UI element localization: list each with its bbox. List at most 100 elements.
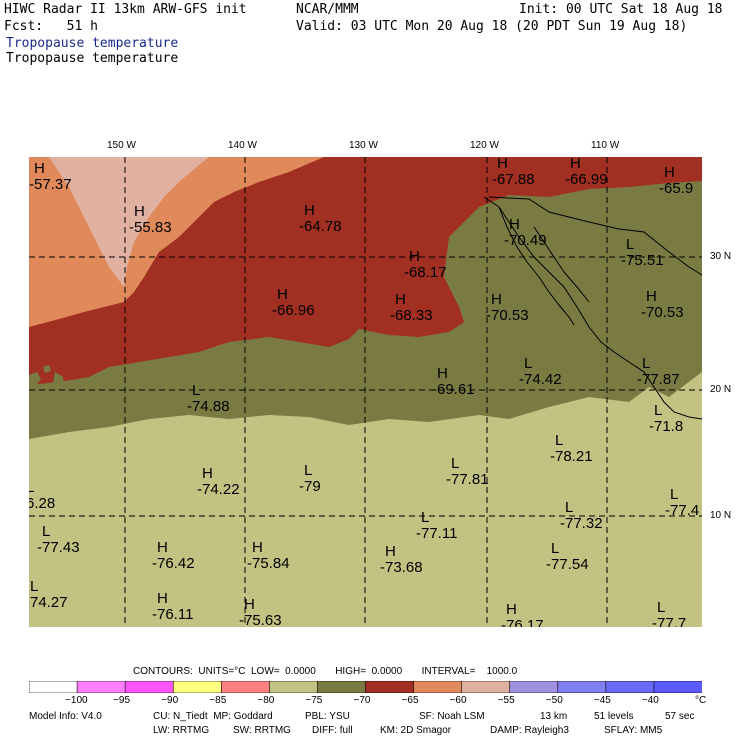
field-title-primary: Tropopause temperature xyxy=(6,36,179,51)
colorbar-tick-label: −85 xyxy=(209,695,227,706)
lon-label-150w: 150 W xyxy=(107,140,136,151)
init-time: Init: 00 UTC Sat 18 Aug 18 xyxy=(519,2,723,17)
extremum-kind: H xyxy=(395,291,406,308)
colorbar-swatch xyxy=(124,681,175,693)
valid-time: Valid: 03 UTC Mon 20 Aug 18 (20 PDT Sun … xyxy=(296,19,688,34)
extremum-value: -66.96 xyxy=(272,302,315,319)
colorbar-swatch xyxy=(509,681,559,693)
extremum-value: -77.43 xyxy=(37,539,80,556)
colorbar-swatch xyxy=(269,681,319,693)
extremum-high: H-67.88 xyxy=(492,157,535,188)
extremum-value: -75.51 xyxy=(621,252,664,269)
extremum-low: L-74.27 xyxy=(29,578,68,611)
lon-label-110w: 110 W xyxy=(591,140,620,151)
extremum-value: -75.63 xyxy=(239,612,282,627)
extremum-kind: L xyxy=(565,499,573,516)
extremum-high: H-75.63 xyxy=(239,596,282,627)
colorbar-tick-label: −80 xyxy=(257,695,275,706)
physics-sf: SF: Noah LSM xyxy=(419,711,485,722)
extremum-kind: H xyxy=(664,164,675,181)
hawaii-islands xyxy=(29,365,65,393)
extremum-kind: L xyxy=(30,578,38,595)
colorbar-swatch xyxy=(172,681,223,693)
lon-label-130w: 130 W xyxy=(349,140,378,151)
extremum-kind: L xyxy=(654,402,662,419)
extremum-value: -74.88 xyxy=(187,398,230,415)
extremum-value: -77.4 xyxy=(665,502,699,519)
extremum-high: H-57.37 xyxy=(29,160,72,193)
damping: DAMP: Rayleigh3 xyxy=(490,725,569,736)
org-label: NCAR/MMM xyxy=(296,2,359,17)
extrema-labels: H-57.37H-55.83H-64.78H-67.88H-66.99 H-65.… xyxy=(29,157,699,627)
extremum-value: -6.28 xyxy=(29,495,55,512)
extremum-value: -76.11 xyxy=(152,606,193,623)
extremum-high: H-66.96 xyxy=(272,286,315,319)
extremum-value: -74.42 xyxy=(519,371,562,388)
extremum-kind: L xyxy=(42,523,50,540)
extremum-kind: H xyxy=(157,590,168,607)
extremum-value: -77.32 xyxy=(560,515,603,532)
extremum-kind: L xyxy=(551,540,559,557)
extremum-kind: L xyxy=(657,599,665,616)
colorbar-tick-label: −90 xyxy=(161,695,179,706)
extremum-value: -77.7 xyxy=(652,615,686,627)
colorbar-tick-label: −60 xyxy=(449,695,467,706)
colorbar-tick-label: −75 xyxy=(305,695,323,706)
extremum-kind: H xyxy=(506,601,517,618)
physics-pbl: PBL: YSU xyxy=(305,711,350,722)
colorbar-swatch xyxy=(365,681,415,693)
extremum-kind: H xyxy=(570,157,581,172)
extremum-kind: H xyxy=(252,539,263,556)
extremum-kind: H xyxy=(304,202,315,219)
extremum-low: L-77.7 xyxy=(652,599,686,627)
extremum-high: H-66.99 xyxy=(565,157,608,188)
extremum-low: L-77.11 xyxy=(416,509,457,542)
extremum-value: -65.9 xyxy=(659,180,693,197)
extremum-kind: L xyxy=(670,486,678,503)
colorbar-swatch xyxy=(461,681,511,693)
extremum-kind: L xyxy=(451,455,459,472)
extremum-kind: H xyxy=(509,216,520,233)
extremum-value: -69.61 xyxy=(432,381,475,398)
extremum-low: L-75.51 xyxy=(621,236,664,269)
extremum-kind: H xyxy=(202,465,213,482)
extremum-high: H-68.17 xyxy=(404,248,447,281)
extremum-value: -55.83 xyxy=(129,219,172,236)
extremum-value: -76.42 xyxy=(152,555,195,572)
extremum-value: -71.8 xyxy=(649,418,683,435)
extremum-value: -74.22 xyxy=(197,481,240,498)
extremum-high: H-76.11 xyxy=(152,590,193,623)
coastline xyxy=(483,196,702,420)
extremum-kind: H xyxy=(277,286,288,303)
physics-cu-mp: CU: N_Tiedt MP: Goddard xyxy=(153,711,273,722)
map-panel: H -57.37 H -55.83 H -64.78 H -67.88 H -66.99 H -65.… xyxy=(29,157,702,627)
extremum-low: L-77.81 xyxy=(446,455,489,488)
forecast-hour: Fcst: 51 h xyxy=(4,19,98,34)
extremum-kind: H xyxy=(497,157,508,172)
extremum-high: H-76.17 xyxy=(501,601,544,627)
colorbar-swatch xyxy=(220,681,271,693)
colorbar-tick-label: −100 xyxy=(65,695,88,706)
extremum-high: H-74.22 xyxy=(197,465,240,498)
colorbar-tick-label: −55 xyxy=(497,695,515,706)
timestep: 57 sec xyxy=(665,711,695,722)
field-title-secondary: Tropopause temperature xyxy=(6,51,179,66)
model-info: Model Info: V4.0 xyxy=(29,711,102,722)
extremum-low: L-77.32 xyxy=(560,499,603,532)
extremum-kind: L xyxy=(524,355,532,372)
extremum-low: L-71.8 xyxy=(649,402,683,435)
colorbar-tick-label: −70 xyxy=(353,695,371,706)
band-minus55 xyxy=(49,157,209,287)
extremum-kind: H xyxy=(385,543,396,560)
extremum-value: -68.33 xyxy=(390,307,433,324)
extremum-value: -77.87 xyxy=(637,371,680,388)
levels: 51 levels xyxy=(594,711,634,722)
extremum-kind: L xyxy=(304,462,312,479)
extremum-high: H-70.53 xyxy=(486,291,529,324)
extremum-high: H-76.42 xyxy=(152,539,195,572)
colorbar-tick-label: −50 xyxy=(545,695,563,706)
colorbar-swatch xyxy=(76,681,126,693)
colorbar xyxy=(29,681,702,693)
extremum-value: -70.53 xyxy=(641,304,684,321)
contours-info: CONTOURS: UNITS=°C LOW= 0.0000 HIGH= 0.0… xyxy=(133,666,518,677)
